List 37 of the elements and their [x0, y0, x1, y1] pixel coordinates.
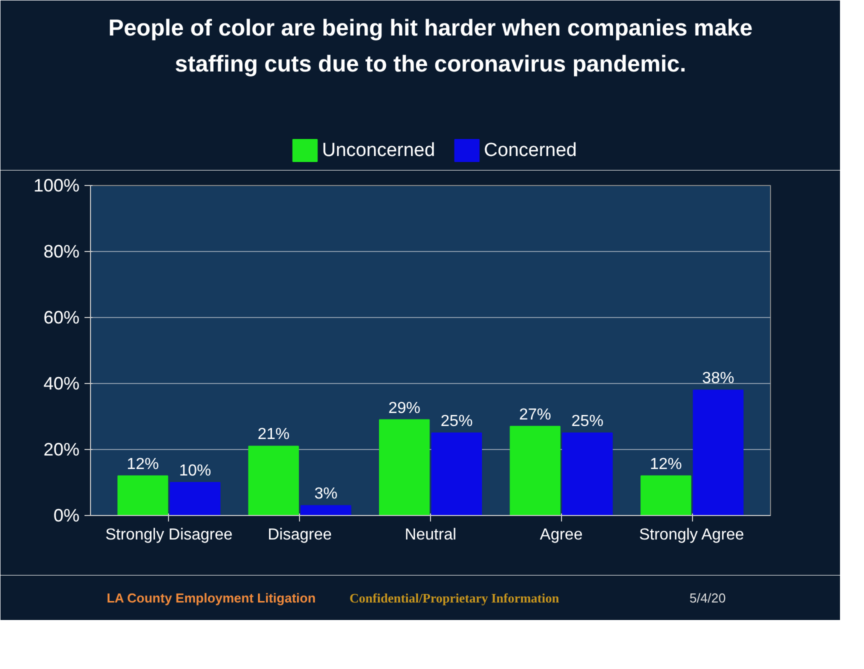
y-tick-label: 20% [43, 440, 80, 460]
bar [117, 475, 168, 516]
y-tick-label: 40% [43, 374, 80, 394]
legend-label: Unconcerned [322, 140, 436, 161]
data-label: 10% [179, 462, 212, 480]
data-label: 12% [650, 456, 682, 473]
y-tick-label: 80% [43, 242, 80, 262]
data-label: 21% [258, 426, 290, 444]
bar [510, 426, 560, 516]
bar [431, 432, 482, 516]
data-label: 25% [571, 413, 604, 430]
bar [248, 446, 299, 516]
text: Confidential/Proprietary Information [350, 590, 560, 606]
data-label: 25% [440, 413, 473, 430]
x-tick-label: Agree [540, 526, 583, 544]
text: LA County Employment Litigation [106, 590, 316, 606]
legend-label: Concerned [484, 140, 577, 161]
y-tick-label: 60% [43, 308, 80, 328]
data-label: 3% [314, 486, 338, 503]
data-label: 27% [519, 406, 552, 424]
bar [692, 390, 744, 516]
bar [170, 482, 220, 516]
text: 5/4/20 [690, 590, 726, 606]
y-tick-label: 100% [33, 176, 80, 196]
bar [300, 505, 352, 516]
bar [379, 419, 430, 516]
data-label: 38% [702, 370, 734, 388]
x-tick-label: Neutral [404, 526, 456, 544]
x-tick-label: Disagree [268, 526, 332, 544]
x-tick-label: Strongly Agree [639, 526, 744, 544]
chart-title: People of color are being hit harder when companies make staffing cuts due to the coronavirus pandemic. [108, 14, 753, 76]
bar [640, 475, 692, 516]
x-tick-label: Strongly Disagree [105, 526, 233, 544]
bar [562, 432, 613, 516]
y-tick-label: 0% [53, 506, 80, 526]
data-label: 29% [388, 400, 420, 417]
data-label: 12% [126, 456, 159, 473]
